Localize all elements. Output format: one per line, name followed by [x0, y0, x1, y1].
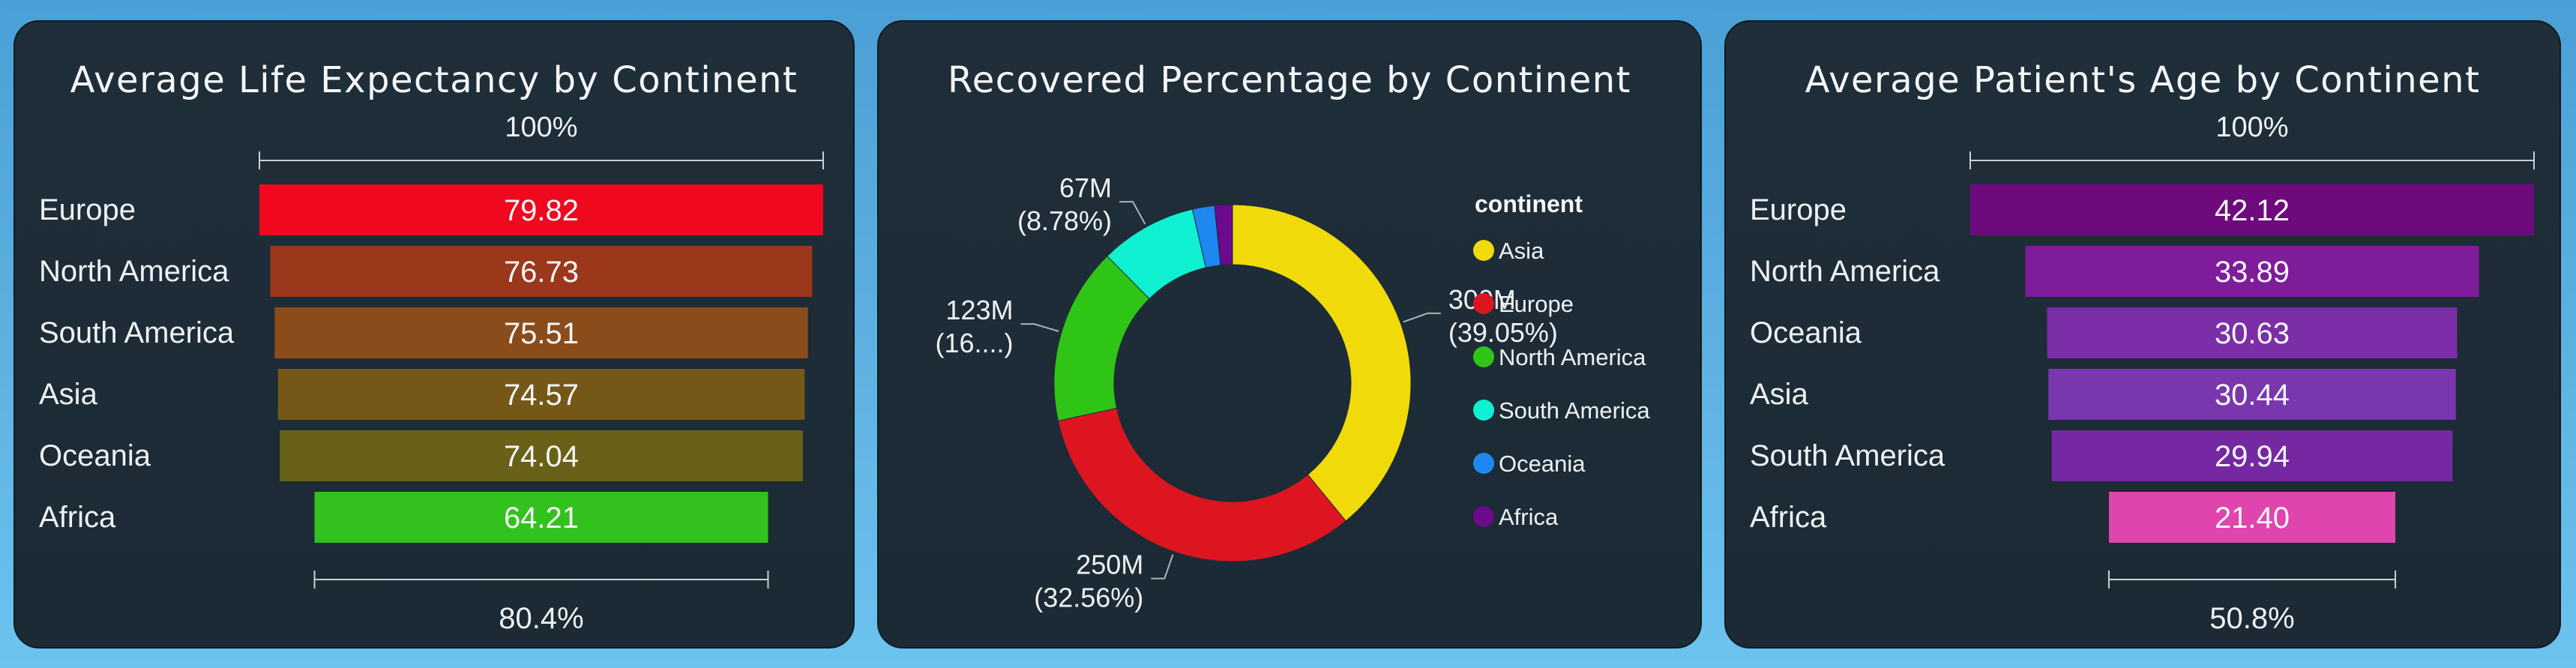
- bar-value-label: 21.40: [2215, 502, 2290, 535]
- funnel-bar: [2048, 369, 2456, 420]
- funnel-bar: [274, 307, 808, 358]
- donut-slice-europe: [1057, 407, 1346, 562]
- top-percent-label: 100%: [2215, 112, 2288, 143]
- funnel-bar: [2051, 430, 2453, 481]
- bar-value-label: 79.82: [504, 194, 579, 227]
- bar-value-label: 64.21: [504, 502, 579, 535]
- top-percent-label: 100%: [505, 112, 577, 143]
- category-label: South America: [1750, 439, 1945, 472]
- legend-marker: [1473, 293, 1494, 314]
- legend-marker: [1473, 400, 1494, 421]
- data-label: 67M: [1059, 172, 1112, 203]
- bar-value-label: 76.73: [504, 256, 579, 289]
- legend-title: continent: [1475, 190, 1583, 217]
- legend-marker: [1473, 346, 1494, 367]
- legend-marker: [1473, 506, 1494, 527]
- category-label: South America: [39, 316, 235, 349]
- bar-value-label: 29.94: [2215, 440, 2290, 473]
- data-label: 123M: [945, 295, 1013, 325]
- patient-age-funnel-chart: 100% Europe 42.12 North America 33.89 Oceania…: [1750, 112, 2535, 635]
- category-label: North America: [39, 255, 229, 288]
- category-label: Europe: [39, 193, 136, 226]
- life-expectancy-panel: Average Life Expectancy by Continent 100…: [13, 20, 855, 649]
- category-label: Oceania: [39, 439, 151, 472]
- life-expectancy-funnel-chart: 100% Europe 79.82 North America 76.73 South A…: [39, 112, 824, 635]
- funnel-bar: [2025, 246, 2479, 297]
- data-label: (32.56%): [1034, 583, 1143, 613]
- leader-line: [1403, 312, 1441, 323]
- data-label: (16....): [935, 328, 1013, 358]
- recovered-percentage-panel: Recovered Percentage by Continent 300M(3…: [877, 20, 1702, 649]
- panel-title: Average Patient's Age by Continent: [1805, 59, 2481, 101]
- category-label: Asia: [39, 378, 98, 411]
- donut-slice-asia: [1232, 204, 1412, 522]
- leader-line: [1119, 201, 1146, 225]
- category-label: Oceania: [1750, 316, 1862, 349]
- recovered-donut-chart: 300M(39.05%)250M(32.56%)123M(16....)67M(…: [935, 172, 1650, 613]
- funnel-bar: [1970, 184, 2534, 235]
- legend-item-label: Africa: [1499, 504, 1559, 530]
- bar-value-label: 42.12: [2215, 194, 2290, 227]
- funnel-bar: [2047, 307, 2458, 358]
- legend-marker: [1473, 240, 1494, 261]
- leader-line: [1020, 323, 1059, 332]
- bar-value-label: 30.63: [2215, 317, 2290, 350]
- category-label: Africa: [1750, 501, 1827, 534]
- data-label: 250M: [1076, 550, 1143, 580]
- funnel-bar: [280, 430, 803, 481]
- legend-item-label: Asia: [1499, 238, 1544, 264]
- category-label: North America: [1750, 255, 1940, 288]
- panel-title: Average Life Expectancy by Continent: [70, 59, 798, 101]
- legend-item-label: Oceania: [1499, 451, 1586, 477]
- bar-value-label: 30.44: [2215, 379, 2290, 412]
- funnel-bar: [270, 246, 813, 297]
- legend-item-label: South America: [1499, 397, 1650, 424]
- data-label: (8.78%): [1017, 205, 1112, 236]
- funnel-bar: [277, 369, 805, 420]
- funnel-bar: [2108, 492, 2396, 543]
- data-label: (39.05%): [1448, 317, 1558, 348]
- legend-item-label: Europe: [1499, 291, 1574, 317]
- category-label: Europe: [1750, 193, 1847, 226]
- bar-value-label: 74.04: [504, 440, 579, 473]
- donut-slice-africa: [1214, 204, 1233, 266]
- funnel-bar: [259, 184, 823, 235]
- panel-title: Recovered Percentage by Continent: [948, 59, 1631, 101]
- bar-value-label: 33.89: [2215, 256, 2290, 289]
- bar-value-label: 74.57: [504, 379, 579, 412]
- funnel-bar: [314, 492, 768, 543]
- category-label: Africa: [39, 501, 116, 534]
- bottom-percent-label: 80.4%: [499, 602, 583, 635]
- legend-marker: [1473, 453, 1494, 474]
- leader-line: [1151, 554, 1174, 580]
- patient-age-panel: Average Patient's Age by Continent 100% E…: [1724, 20, 2561, 649]
- category-label: Asia: [1750, 378, 1809, 411]
- bottom-percent-label: 50.8%: [2209, 602, 2294, 635]
- legend-item-label: North America: [1499, 344, 1646, 370]
- bar-value-label: 75.51: [504, 317, 579, 350]
